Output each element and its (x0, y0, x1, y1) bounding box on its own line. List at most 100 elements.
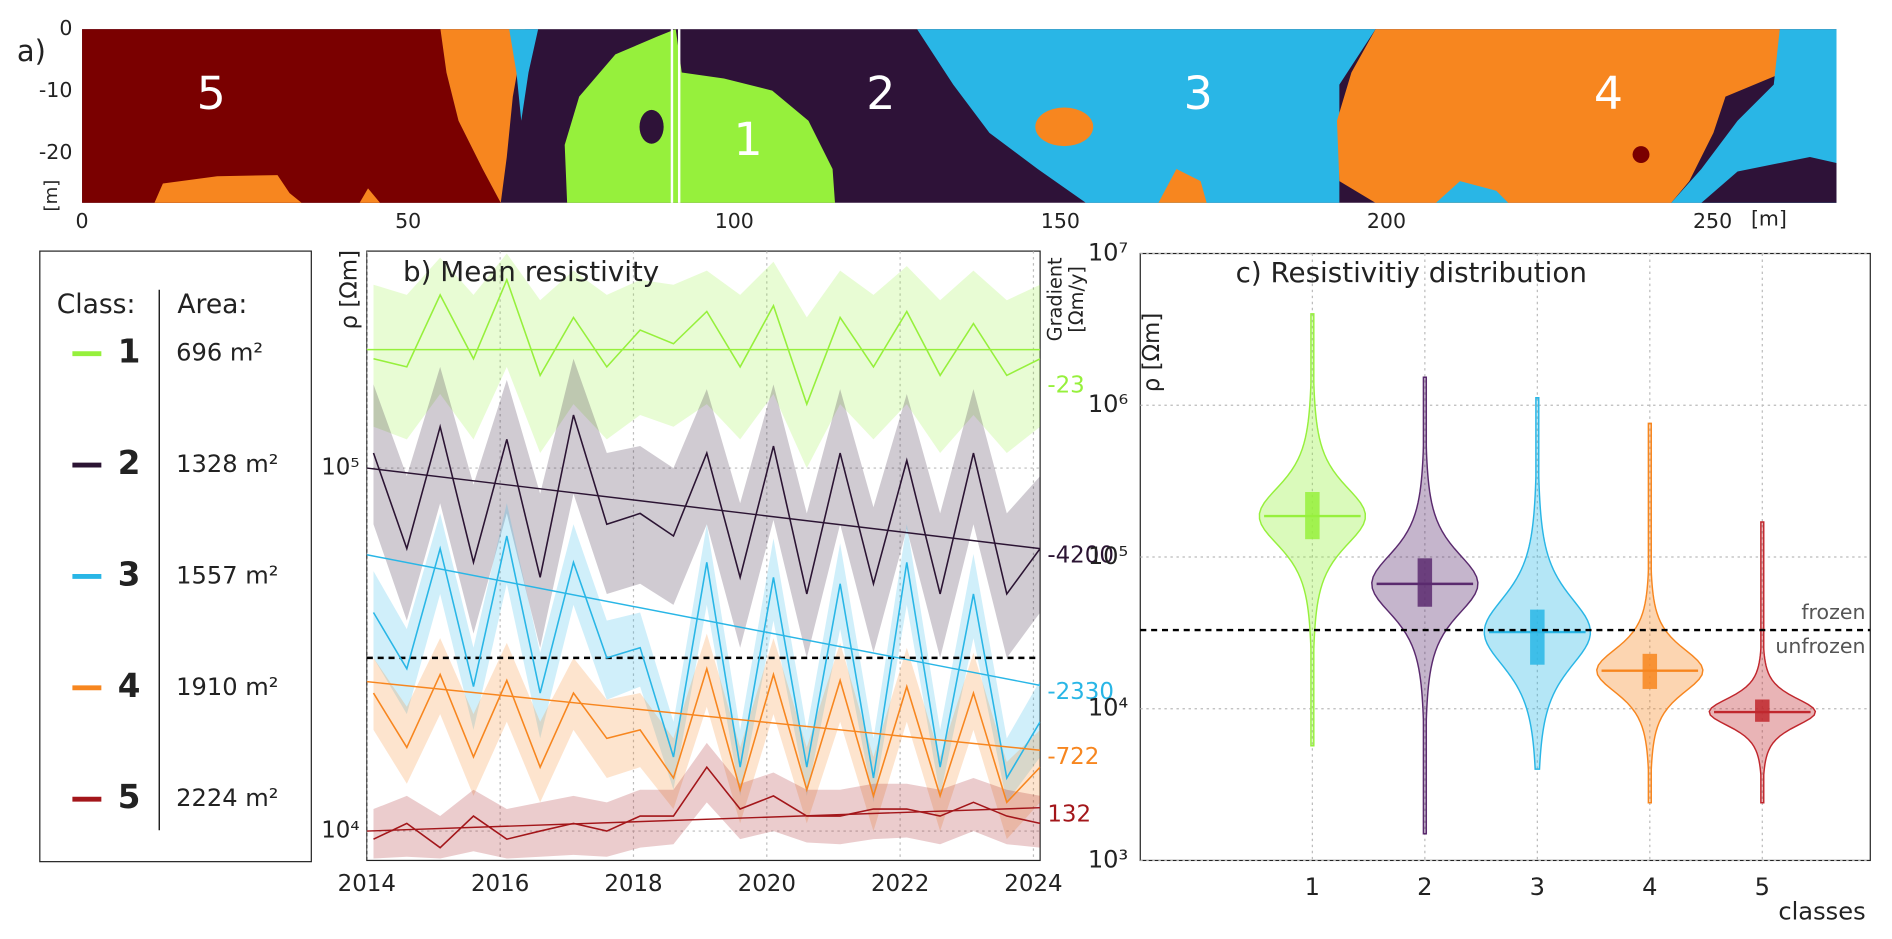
violin-body (1483, 397, 1592, 770)
trend-line (366, 467, 1041, 550)
threshold-label: unfrozen (1775, 634, 1865, 658)
band (373, 253, 1041, 469)
y-axis-label: ρ [Ωm] (1139, 313, 1165, 393)
y2-axis-label: Gradient (1043, 257, 1066, 341)
y-tick-label: 10⁵ (1088, 542, 1128, 570)
legend-area: 2224 m² (176, 784, 278, 812)
region (1632, 146, 1650, 164)
legend-name: 4 (118, 667, 141, 705)
gradient-label: 132 (1047, 801, 1091, 827)
y-tick-label: -20 (39, 140, 72, 164)
series-line (372, 414, 1041, 596)
region-label: 5 (197, 66, 226, 120)
region-label: 1 (734, 112, 763, 166)
x-axis-label: classes (1778, 897, 1865, 925)
region (564, 29, 835, 203)
y-tick-label: 10⁴ (321, 818, 359, 844)
region (1035, 107, 1094, 147)
x-tick-label: 2018 (604, 871, 662, 897)
x-tick-label: 250 (1693, 209, 1732, 233)
violin-body (1708, 521, 1817, 804)
legend-area-header: Area: (177, 289, 247, 320)
x-tick-label: 3 (1530, 873, 1545, 901)
region (1336, 29, 1784, 203)
trend-line (366, 806, 1041, 832)
classification-map (82, 29, 1837, 203)
region (509, 29, 539, 121)
x-axis-label: [m] (1751, 207, 1787, 231)
y-tick-label: 10⁶ (1088, 390, 1128, 418)
region (1671, 29, 1837, 203)
trend-line (366, 680, 1041, 751)
x-tick-label: 5 (1755, 873, 1770, 901)
chart-title: c) Resistivitiy distribution (1236, 256, 1587, 289)
y-tick-label: 10⁷ (1088, 239, 1128, 267)
x-tick-label: 2016 (471, 871, 529, 897)
y-tick-label: 10⁴ (1088, 694, 1128, 722)
region (1158, 169, 1207, 203)
plot-frame (366, 250, 1041, 862)
region (639, 109, 664, 144)
gradient-label: -722 (1047, 744, 1099, 770)
region (359, 188, 381, 203)
legend-class-header: Class: (57, 289, 136, 320)
region (917, 29, 1376, 203)
iqr-box (1417, 558, 1433, 607)
violin-body (1596, 422, 1704, 804)
x-tick-label: 0 (76, 209, 89, 233)
region (1435, 181, 1509, 203)
x-tick-label: 150 (1041, 209, 1080, 233)
iqr-box (1530, 609, 1545, 665)
chart-title: b) Mean resistivity (403, 255, 659, 288)
x-tick-label: 50 (395, 209, 421, 233)
region-label: 4 (1594, 66, 1623, 120)
region (1701, 156, 1837, 203)
x-tick-label: 2022 (871, 871, 929, 897)
gradient-label: -23 (1047, 372, 1084, 398)
y-tick-label: -10 (39, 78, 72, 102)
threshold-label: frozen (1801, 600, 1865, 624)
legend-name: 1 (118, 333, 141, 371)
legend-name: 3 (118, 555, 141, 593)
y2-axis-label: [Ωm/y] (1065, 266, 1088, 333)
legend-area: 1910 m² (176, 673, 278, 701)
y-axis-label: [m] (41, 180, 62, 212)
band (373, 503, 1041, 803)
x-tick-label: 100 (715, 209, 754, 233)
panel-label: a) (17, 34, 46, 68)
series-line (372, 665, 1041, 804)
series-line (373, 765, 1041, 849)
gradient-label: -2330 (1047, 679, 1114, 705)
x-tick-label: 2020 (738, 871, 796, 897)
x-tick-label: 2024 (1004, 871, 1062, 897)
x-tick-label: 1 (1305, 873, 1320, 901)
y-tick-label: 0 (59, 16, 72, 40)
x-tick-label: 4 (1642, 873, 1657, 901)
band (373, 633, 1041, 840)
plot-area (366, 251, 1041, 861)
series-line (372, 535, 1041, 781)
iqr-box (1755, 699, 1770, 722)
y-tick-label: 10⁵ (321, 455, 359, 481)
region (82, 29, 501, 203)
x-tick-label: 2014 (338, 871, 396, 897)
legend-name: 2 (118, 444, 141, 482)
legend-area: 1557 m² (176, 561, 278, 589)
trend-line (366, 554, 1041, 687)
legend-area: 696 m² (176, 339, 263, 367)
x-tick-label: 200 (1367, 209, 1406, 233)
legend-area: 1328 m² (176, 450, 278, 478)
region-label: 3 (1184, 66, 1213, 120)
x-tick-label: 2 (1417, 873, 1432, 901)
gradient-label: -4200 (1047, 542, 1114, 568)
y-tick-label: 10³ (1088, 845, 1128, 873)
legend-box (39, 250, 312, 863)
series-line (373, 277, 1041, 407)
band (373, 742, 1041, 859)
region-label: 2 (866, 66, 895, 120)
y-axis-label: ρ [Ωm] (336, 250, 362, 330)
region (154, 175, 302, 203)
region (440, 29, 525, 203)
